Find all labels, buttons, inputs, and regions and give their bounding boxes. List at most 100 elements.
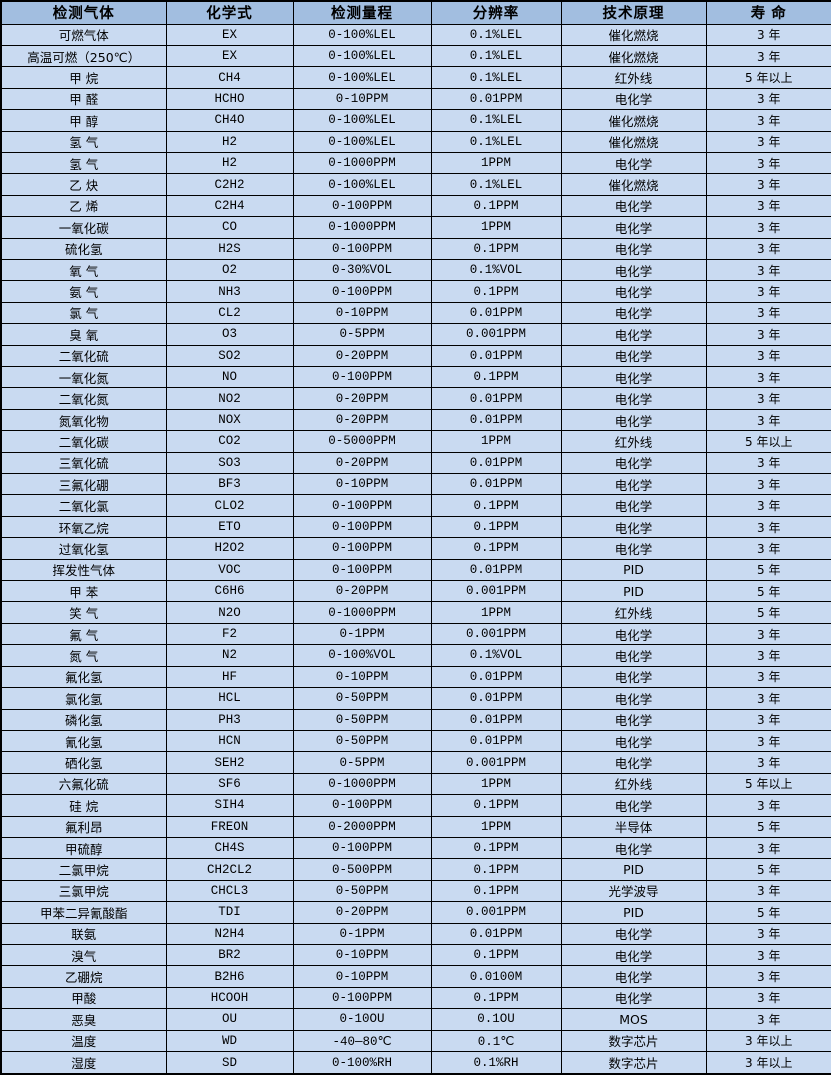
range-cell: 0-100PPM (292, 237, 432, 260)
formula-cell: HCN (165, 729, 294, 753)
formula-cell: H2 (165, 130, 294, 153)
lifespan-cell: 3 年 (705, 708, 831, 731)
range-cell: 0-20PPM (292, 408, 432, 432)
principle-cell: 电化学 (560, 365, 707, 389)
resolution-cell: 0.01PPM (430, 558, 562, 582)
gas-name-cell: 二氧化氮 (0, 387, 167, 410)
table-row: 乙硼烷 B2H6 0-10PPM 0.0100M 电化学 3 年 (0, 965, 831, 988)
gas-name-cell: 氰化氢 (0, 729, 167, 753)
resolution-cell: 0.1%VOL (430, 258, 562, 282)
principle-cell: 电化学 (560, 451, 707, 475)
gas-name-cell: 环氧乙烷 (0, 515, 167, 539)
formula-cell: N2H4 (165, 922, 294, 945)
lifespan-cell: 3 年 (705, 879, 831, 903)
principle-cell: MOS (560, 1008, 707, 1031)
table-row: 氟利昂 FREON 0-2000PPM 1PPM 半导体 5 年 (0, 815, 831, 838)
range-cell: 0-20PPM (292, 387, 432, 410)
principle-cell: 电化学 (560, 216, 707, 239)
formula-cell: SO2 (165, 344, 294, 368)
table-row: 甲 醇 CH4O 0-100%LEL 0.1%LEL 催化燃烧 3 年 (0, 109, 831, 132)
table-row: 高温可燃（250℃） EX 0-100%LEL 0.1%LEL 催化燃烧 3 年 (0, 44, 831, 68)
range-cell: 0-10OU (292, 1008, 432, 1031)
table-row: 挥发性气体 VOC 0-100PPM 0.01PPM PID 5 年 (0, 558, 831, 582)
table-row: 甲 烷 CH4 0-100%LEL 0.1%LEL 红外线 5 年以上 (0, 66, 831, 89)
table-row: 温度 WD -40—80℃ 0.1℃ 数字芯片 3 年以上 (0, 1029, 831, 1053)
resolution-cell: 0.1PPM (430, 365, 562, 389)
range-cell: 0-100%LEL (292, 109, 432, 132)
range-cell: 0-1000PPM (292, 151, 432, 175)
lifespan-cell: 3 年 (705, 237, 831, 260)
range-cell: 0-10PPM (292, 943, 432, 967)
resolution-cell: 0.1%LEL (430, 173, 562, 196)
table-row: 氯 气 CL2 0-10PPM 0.01PPM 电化学 3 年 (0, 301, 831, 325)
principle-cell: 电化学 (560, 237, 707, 260)
lifespan-cell: 3 年 (705, 794, 831, 817)
table-row: 过氧化氢 H2O2 0-100PPM 0.1PPM 电化学 3 年 (0, 537, 831, 560)
gas-name-cell: 笑 气 (0, 601, 167, 624)
formula-cell: N2 (165, 644, 294, 667)
formula-cell: CH4 (165, 66, 294, 89)
formula-cell: HF (165, 665, 294, 689)
principle-cell: 电化学 (560, 751, 707, 774)
formula-cell: TDI (165, 901, 294, 924)
gas-name-cell: 氢 气 (0, 130, 167, 153)
table-row: 氢 气 H2 0-1000PPM 1PPM 电化学 3 年 (0, 151, 831, 175)
table-row: 氮 气 N2 0-100%VOL 0.1%VOL 电化学 3 年 (0, 644, 831, 667)
gas-name-cell: 三氟化硼 (0, 473, 167, 496)
formula-cell: NO2 (165, 387, 294, 410)
table-row: 氧 气 O2 0-30%VOL 0.1%VOL 电化学 3 年 (0, 258, 831, 282)
gas-name-cell: 甲 醇 (0, 109, 167, 132)
lifespan-cell: 5 年 (705, 601, 831, 624)
resolution-cell: 0.01PPM (430, 708, 562, 731)
gas-name-cell: 甲 烷 (0, 66, 167, 89)
principle-cell: 红外线 (560, 601, 707, 624)
range-cell: 0-10PPM (292, 301, 432, 325)
lifespan-cell: 3 年 (705, 130, 831, 153)
lifespan-cell: 3 年 (705, 344, 831, 368)
range-cell: 0-100PPM (292, 515, 432, 539)
gas-name-cell: 溴气 (0, 943, 167, 967)
principle-cell: 电化学 (560, 515, 707, 539)
gas-name-cell: 甲苯二异氰酸酯 (0, 901, 167, 924)
range-cell: 0-50PPM (292, 729, 432, 753)
principle-cell: 电化学 (560, 344, 707, 368)
lifespan-cell: 3 年 (705, 323, 831, 346)
range-cell: 0-10PPM (292, 87, 432, 111)
table-row: 甲 醛 HCHO 0-10PPM 0.01PPM 电化学 3 年 (0, 87, 831, 111)
lifespan-cell: 3 年 (705, 408, 831, 432)
formula-cell: ETO (165, 515, 294, 539)
resolution-cell: 0.1PPM (430, 858, 562, 881)
gas-name-cell: 可燃气体 (0, 23, 167, 46)
table-row: 甲硫醇 CH4S 0-100PPM 0.1PPM 电化学 3 年 (0, 836, 831, 860)
resolution-cell: 0.01PPM (430, 301, 562, 325)
table-row: 溴气 BR2 0-10PPM 0.1PPM 电化学 3 年 (0, 943, 831, 967)
principle-cell: 数字芯片 (560, 1051, 707, 1075)
range-cell: 0-100%VOL (292, 644, 432, 667)
lifespan-cell: 3 年 (705, 387, 831, 410)
formula-cell: CLO2 (165, 494, 294, 517)
resolution-cell: 0.01PPM (430, 687, 562, 710)
principle-cell: 半导体 (560, 815, 707, 838)
formula-cell: C6H6 (165, 580, 294, 603)
principle-cell: 电化学 (560, 473, 707, 496)
table-row: 氨 气 NH3 0-100PPM 0.1PPM 电化学 3 年 (0, 280, 831, 303)
gas-name-cell: 硅 烷 (0, 794, 167, 817)
principle-cell: 电化学 (560, 408, 707, 432)
table-row: 三氯甲烷 CHCL3 0-50PPM 0.1PPM 光学波导 3 年 (0, 879, 831, 903)
range-cell: 0-100%LEL (292, 23, 432, 46)
range-cell: 0-20PPM (292, 451, 432, 475)
principle-cell: 电化学 (560, 151, 707, 175)
range-cell: 0-50PPM (292, 687, 432, 710)
formula-cell: SEH2 (165, 751, 294, 774)
range-cell: 0-500PPM (292, 858, 432, 881)
gas-name-cell: 氨 气 (0, 280, 167, 303)
formula-cell: F2 (165, 622, 294, 646)
formula-cell: EX (165, 23, 294, 46)
formula-cell: H2S (165, 237, 294, 260)
table-body: 可燃气体 EX 0-100%LEL 0.1%LEL 催化燃烧 3 年高温可燃（250℃） E… (0, 23, 831, 1075)
gas-name-cell: 甲硫醇 (0, 836, 167, 860)
resolution-cell: 0.01PPM (430, 387, 562, 410)
formula-cell: HCL (165, 687, 294, 710)
principle-cell: 电化学 (560, 387, 707, 410)
lifespan-cell: 3 年 (705, 109, 831, 132)
